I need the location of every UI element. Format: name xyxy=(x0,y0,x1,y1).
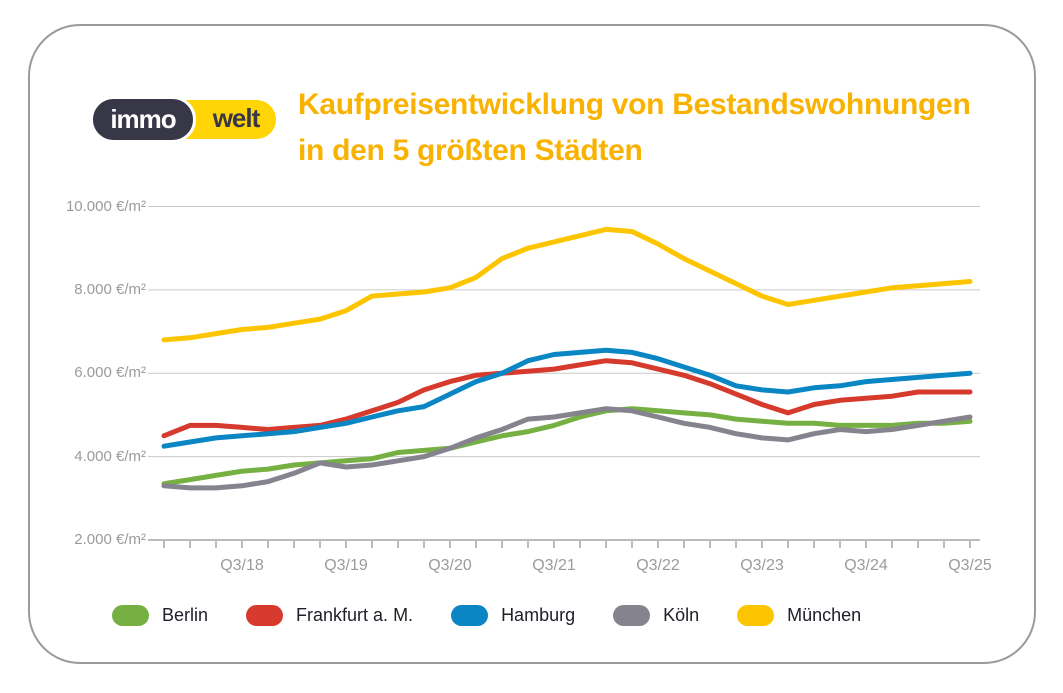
y-axis-label: 4.000 €/m² xyxy=(74,447,146,465)
chart-title-line2: in den 5 größten Städten xyxy=(298,134,643,167)
chart-card: immo welt Kaufpreisentwicklung von Besta… xyxy=(28,24,1036,664)
legend-swatch xyxy=(737,605,775,626)
legend-swatch xyxy=(112,605,149,626)
legend-label: Köln xyxy=(663,605,700,625)
legend-item: Köln xyxy=(613,605,699,626)
legend-swatch xyxy=(451,605,489,626)
x-axis-label: Q3/24 xyxy=(844,557,888,574)
chart-title: Kaufpreisentwicklung von Bestandswohnung… xyxy=(298,82,971,174)
y-axis-label: 2.000 €/m² xyxy=(74,531,146,548)
x-axis-label: Q3/23 xyxy=(740,557,784,574)
legend-swatch xyxy=(246,605,284,626)
legend-item: Berlin xyxy=(112,605,208,626)
x-axis-label: Q3/21 xyxy=(532,557,576,574)
series-line-frankfurt-a-m- xyxy=(161,358,973,439)
legend-item: München xyxy=(737,605,861,626)
x-axis-label: Q3/22 xyxy=(636,557,680,574)
legend-item: Hamburg xyxy=(451,605,575,626)
x-axis-label: Q3/19 xyxy=(324,557,368,574)
x-axis-label: Q3/20 xyxy=(428,557,472,574)
logo-welt-text: welt xyxy=(212,103,261,133)
legend-label: Frankfurt a. M. xyxy=(296,605,414,625)
x-axis-label: Q3/18 xyxy=(220,557,264,574)
legend-label: Berlin xyxy=(162,605,209,625)
series-line-hamburg xyxy=(161,347,973,449)
immowelt-logo: immo welt xyxy=(90,96,276,143)
legend-item: Frankfurt a. M. xyxy=(246,605,413,626)
series-line-k-ln xyxy=(161,406,973,491)
legend-label: München xyxy=(787,605,862,625)
series-line-m-nchen xyxy=(161,226,973,343)
legend: Berlin Frankfurt a. M. Hamburg Köln München xyxy=(112,605,861,626)
legend-label: Hamburg xyxy=(501,605,576,625)
y-axis-label: 10.000 €/m² xyxy=(65,197,146,215)
y-axis-label: 6.000 €/m² xyxy=(74,364,146,382)
chart-title-line1: Kaufpreisentwicklung von Bestandswohnung… xyxy=(298,88,971,121)
logo-immo-pill: immo xyxy=(90,96,196,143)
series-line-berlin xyxy=(161,406,973,487)
logo-immo-text: immo xyxy=(110,104,176,134)
y-axis-label: 8.000 €/m² xyxy=(74,280,146,298)
legend-swatch xyxy=(613,605,651,626)
x-axis-label: Q3/25 xyxy=(948,557,992,574)
